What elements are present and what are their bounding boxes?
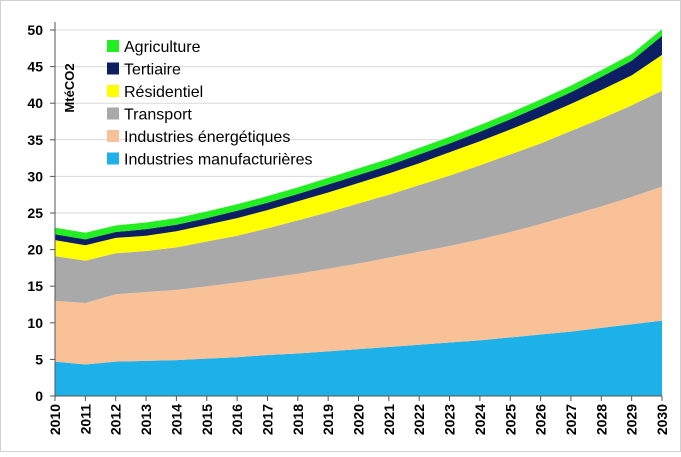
legend-swatch bbox=[107, 85, 119, 97]
legend-label: Industries énergétiques bbox=[124, 129, 290, 146]
y-tick-label: 5 bbox=[35, 351, 43, 367]
x-tick-label: 2026 bbox=[533, 404, 549, 435]
legend: Agriculture Tertiaire Résidentiel Transport… bbox=[107, 39, 313, 169]
x-tick-label: 2022 bbox=[411, 404, 427, 435]
y-tick-label: 10 bbox=[27, 315, 43, 331]
y-tick-label: 30 bbox=[27, 168, 43, 184]
legend-label: Industries manufacturières bbox=[124, 152, 313, 169]
legend-label: Tertiaire bbox=[124, 62, 181, 79]
y-tick-label: 0 bbox=[35, 388, 43, 404]
legend-item-industries-manufacturieres: Industries manufacturières bbox=[107, 152, 313, 169]
legend-swatch bbox=[107, 40, 119, 52]
area-residentiel bbox=[55, 54, 662, 261]
x-tick-label: 2023 bbox=[442, 404, 458, 435]
y-tick-label: 50 bbox=[27, 22, 43, 38]
x-tick-label: 2017 bbox=[259, 404, 275, 435]
x-tick-label: 2029 bbox=[624, 404, 640, 435]
x-tick-label: 2010 bbox=[47, 404, 63, 435]
legend-item-agriculture: Agriculture bbox=[107, 39, 201, 56]
x-tick-label: 2015 bbox=[199, 404, 215, 435]
axes bbox=[50, 22, 663, 401]
legend-swatch bbox=[107, 130, 119, 142]
x-tick-label: 2011 bbox=[77, 404, 93, 435]
legend-swatch bbox=[107, 62, 119, 75]
x-tick-label: 2019 bbox=[320, 404, 336, 435]
x-tick-label: 2014 bbox=[168, 404, 184, 435]
area-industries-energetiques bbox=[55, 186, 662, 365]
y-tick-label: 15 bbox=[27, 278, 43, 294]
legend-swatch bbox=[107, 152, 119, 165]
x-tick-label: 2028 bbox=[593, 404, 609, 435]
legend-swatch bbox=[107, 107, 119, 120]
x-tick-label: 2018 bbox=[290, 404, 306, 435]
x-tick-label: 2012 bbox=[108, 404, 124, 435]
area-transport bbox=[55, 90, 662, 304]
y-tick-label: 40 bbox=[27, 95, 43, 111]
x-tick-label: 2020 bbox=[351, 404, 367, 435]
x-tick-label: 2030 bbox=[654, 404, 670, 435]
legend-label: Résidentiel bbox=[124, 84, 203, 101]
legend-item-tertiaire: Tertiaire bbox=[107, 62, 181, 79]
x-tick-label: 2025 bbox=[502, 404, 518, 435]
x-tick-labels: 2010 2011 2012 2013 2014 2015 2016 2017 2018 2019… bbox=[47, 404, 670, 435]
legend-label: Agriculture bbox=[124, 39, 201, 56]
y-tick-labels: 0 5 10 15 20 25 30 35 40 45 50 bbox=[27, 22, 43, 404]
x-tick-label: 2016 bbox=[229, 404, 245, 435]
area-industries-manufacturieres bbox=[55, 320, 662, 396]
x-tick-label: 2013 bbox=[138, 404, 154, 435]
x-tick-label: 2027 bbox=[563, 404, 579, 435]
area-series-group bbox=[55, 29, 662, 396]
legend-item-transport: Transport bbox=[107, 107, 192, 124]
y-tick-label: 45 bbox=[27, 59, 43, 75]
x-tick-label: 2021 bbox=[381, 404, 397, 435]
y-tick-label: 25 bbox=[27, 205, 43, 221]
x-tick-label: 2024 bbox=[472, 404, 488, 435]
y-tick-label: 20 bbox=[27, 242, 43, 258]
legend-item-industries-energetiques: Industries énergétiques bbox=[107, 129, 290, 146]
y-tick-label: 35 bbox=[27, 132, 43, 148]
legend-label: Transport bbox=[124, 107, 192, 124]
legend-item-residentiel: Résidentiel bbox=[107, 84, 203, 101]
y-axis-label: MtéCO2 bbox=[62, 63, 77, 112]
